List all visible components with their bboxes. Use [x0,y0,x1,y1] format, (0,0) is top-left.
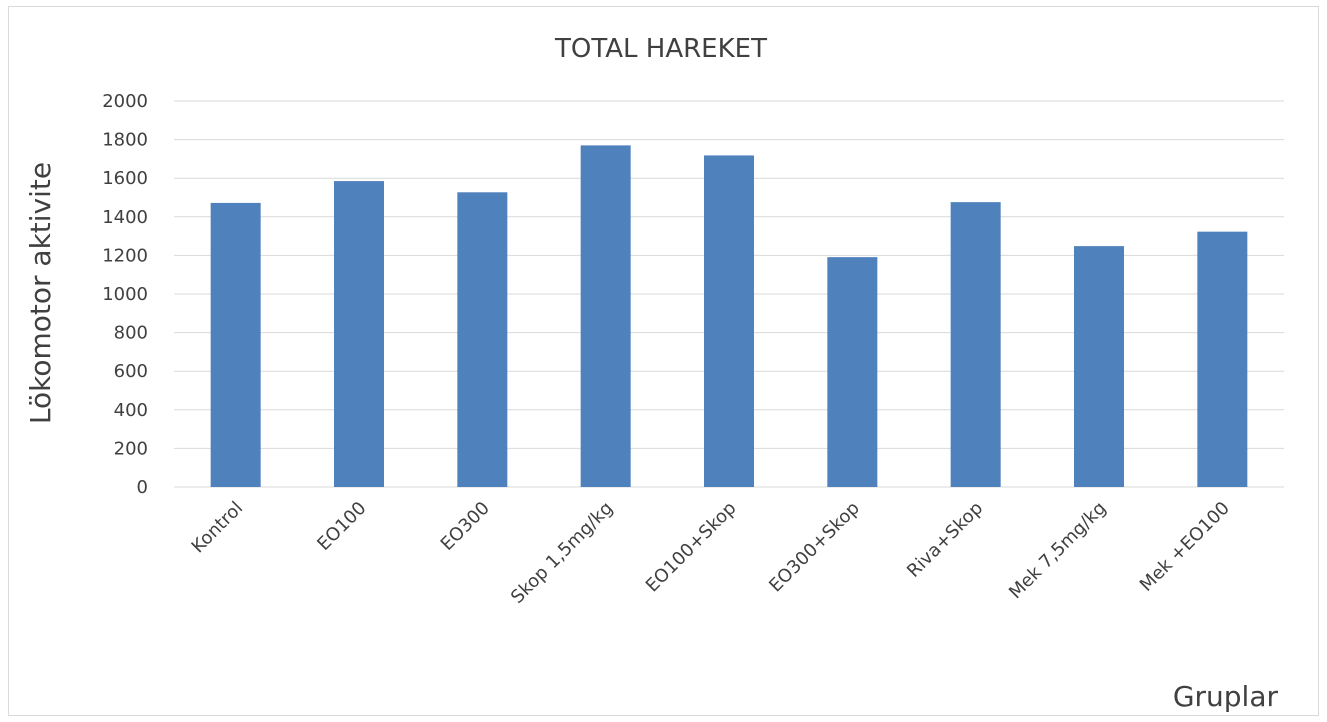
y-tick-label: 1600 [102,168,148,189]
bar [334,181,384,487]
x-tick-label: Kontrol [188,498,248,558]
bar [457,192,508,487]
y-tick-label: 1200 [102,245,148,266]
bar [210,202,261,488]
bar [1197,231,1248,487]
x-tick-label: Mek 7,5mg/kg [1005,498,1111,604]
y-tick-labels: 0 200 400 600 800 1000 1200 1400 1600 1800 2000 [102,91,148,498]
x-tick-label: Mek +EO100 [1136,498,1234,596]
y-tick-label: 1400 [102,207,148,228]
y-tick-label: 600 [114,361,148,382]
bar [1074,246,1124,487]
y-tick-label: 1800 [102,130,148,151]
y-tick-label: 800 [114,323,148,344]
x-tick-label: EO300 [437,498,494,555]
y-tick-label: 2000 [102,91,148,112]
x-axis-label: Gruplar [1173,680,1279,713]
y-axis-label: Lökomotor aktivite [24,162,57,424]
y-tick-label: 400 [114,400,148,421]
x-tick-labels: Kontrol EO100 EO300 Skop 1,5mg/kg EO100+Skop… [188,498,1234,608]
chart-title: TOTAL HAREKET [554,34,767,64]
x-tick-label: EO300+Skop [765,498,864,597]
bar [827,257,878,487]
bar [950,202,1001,487]
y-tick-label: 0 [137,477,148,498]
bar [580,145,631,487]
x-tick-label: Riva+Skop [903,498,987,582]
x-tick-label: EO100 [313,498,370,555]
x-tick-label: EO100+Skop [642,498,741,597]
y-tick-label: 200 [114,438,148,459]
x-tick-label: Skop 1,5mg/kg [507,498,617,608]
bar [704,155,754,487]
bars [210,145,1248,488]
y-tick-label: 1000 [102,284,148,305]
